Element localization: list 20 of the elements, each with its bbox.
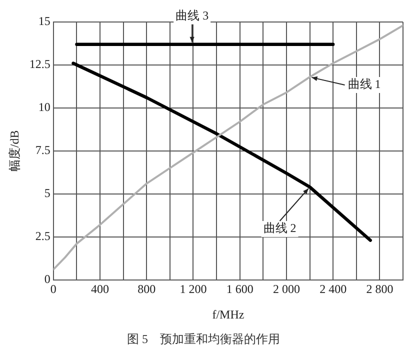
x-tick-label: 1 600 xyxy=(226,282,254,296)
y-tick-label: 0 xyxy=(44,272,50,286)
series-label: 曲线 1 xyxy=(348,77,381,92)
x-tick-label: 800 xyxy=(138,282,156,296)
x-tick-label: 2 400 xyxy=(320,282,347,296)
text: 曲线 2 xyxy=(263,221,296,236)
x-tick-label: 2 800 xyxy=(366,282,394,296)
y-tick-label: 2.5 xyxy=(35,228,50,243)
x-tick-label: 400 xyxy=(91,282,110,296)
y-tick-label: 15 xyxy=(38,14,50,28)
x-tick-label: 1 200 xyxy=(180,282,207,296)
y-tick-label: 10 xyxy=(38,100,50,114)
series-label: 曲线 3 xyxy=(176,8,209,22)
x-axis-title: f/MHz xyxy=(212,308,244,322)
y-tick-label: 7.5 xyxy=(35,143,50,158)
y-tick-label: 5 xyxy=(44,186,50,200)
y-tick-label: 12.5 xyxy=(29,57,50,72)
text: 图 5 预加重和均衡器的作用 xyxy=(127,332,280,346)
y-axis-title: 幅度/dB xyxy=(7,130,22,172)
x-tick-label: 2 000 xyxy=(272,282,300,296)
